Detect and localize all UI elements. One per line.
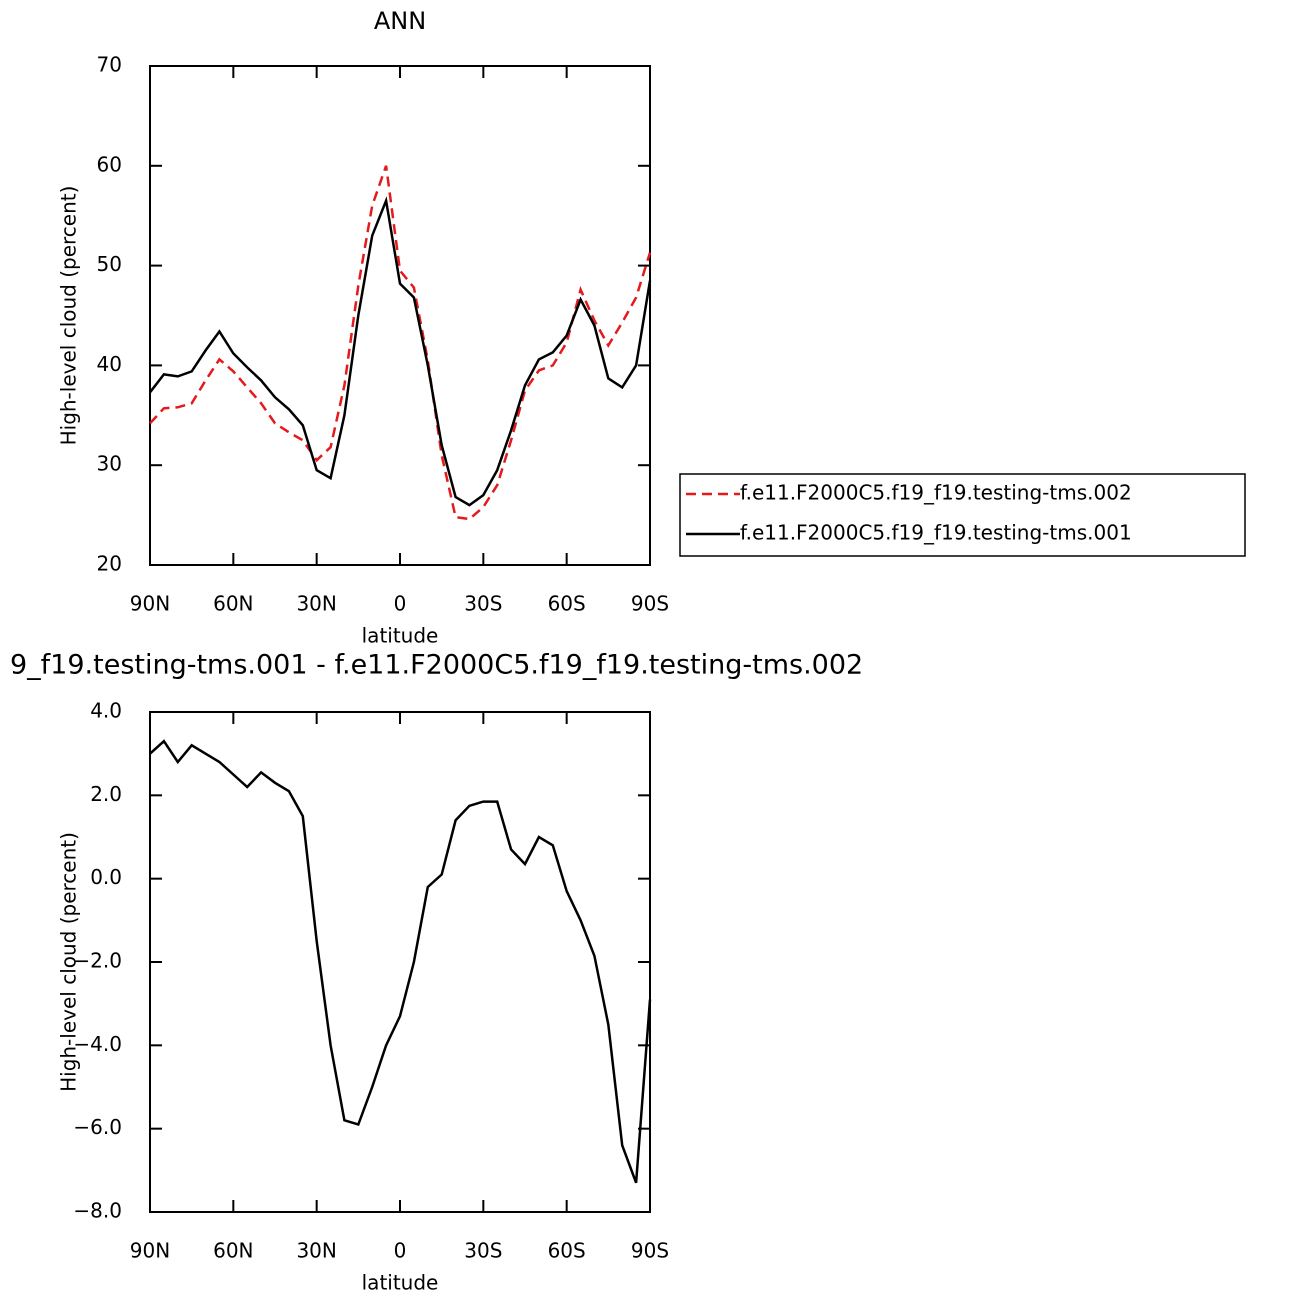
data-line [149,196,652,507]
x-tick-label: 60N [213,1239,253,1263]
x-tick-label: 30N [296,592,336,616]
legend-box [679,473,1246,557]
y-tick-label: −2.0 [73,949,122,973]
x-tick-label: 30S [464,1239,502,1263]
legend-label: f.e11.F2000C5.f19_f19.testing-tms.002 [740,481,1132,505]
y-tick-label: 50 [97,252,122,276]
y-tick-label: 70 [97,53,122,77]
x-tick-label: 0 [394,592,407,616]
x-tick-label: 60S [548,1239,586,1263]
y-tick-label: 20 [97,552,122,576]
data-line [149,165,652,521]
chart-title: 9_f19.testing-tms.001 - f.e11.F2000C5.f1… [10,650,863,681]
y-tick-label: 40 [97,352,122,376]
y-tick-label: 4.0 [90,699,122,723]
y-tick-label: 30 [97,452,122,476]
x-tick-label: 0 [394,1239,407,1263]
y-axis-label: High-level cloud (percent) [57,832,81,1092]
x-tick-label: 90S [631,1239,669,1263]
y-tick-label: 2.0 [90,782,122,806]
x-tick-label: 60N [213,592,253,616]
x-tick-label: 60S [548,592,586,616]
y-tick-label: −4.0 [73,1032,122,1056]
plot-frame [149,711,651,1213]
data-line [149,739,652,1184]
x-axis-label: latitude [362,1271,439,1295]
x-tick-label: 30N [296,1239,336,1263]
x-tick-label: 30S [464,592,502,616]
y-tick-label: 60 [97,152,122,176]
chart-title: ANN [374,7,426,35]
x-tick-label: 90N [130,1239,170,1263]
legend-label: f.e11.F2000C5.f19_f19.testing-tms.001 [740,521,1132,545]
y-axis-label: High-level cloud (percent) [57,186,81,446]
y-tick-label: −6.0 [73,1115,122,1139]
x-tick-label: 90N [130,592,170,616]
x-tick-label: 90S [631,592,669,616]
x-axis-label: latitude [362,624,439,648]
y-tick-label: 0.0 [90,865,122,889]
y-tick-label: −8.0 [73,1199,122,1223]
